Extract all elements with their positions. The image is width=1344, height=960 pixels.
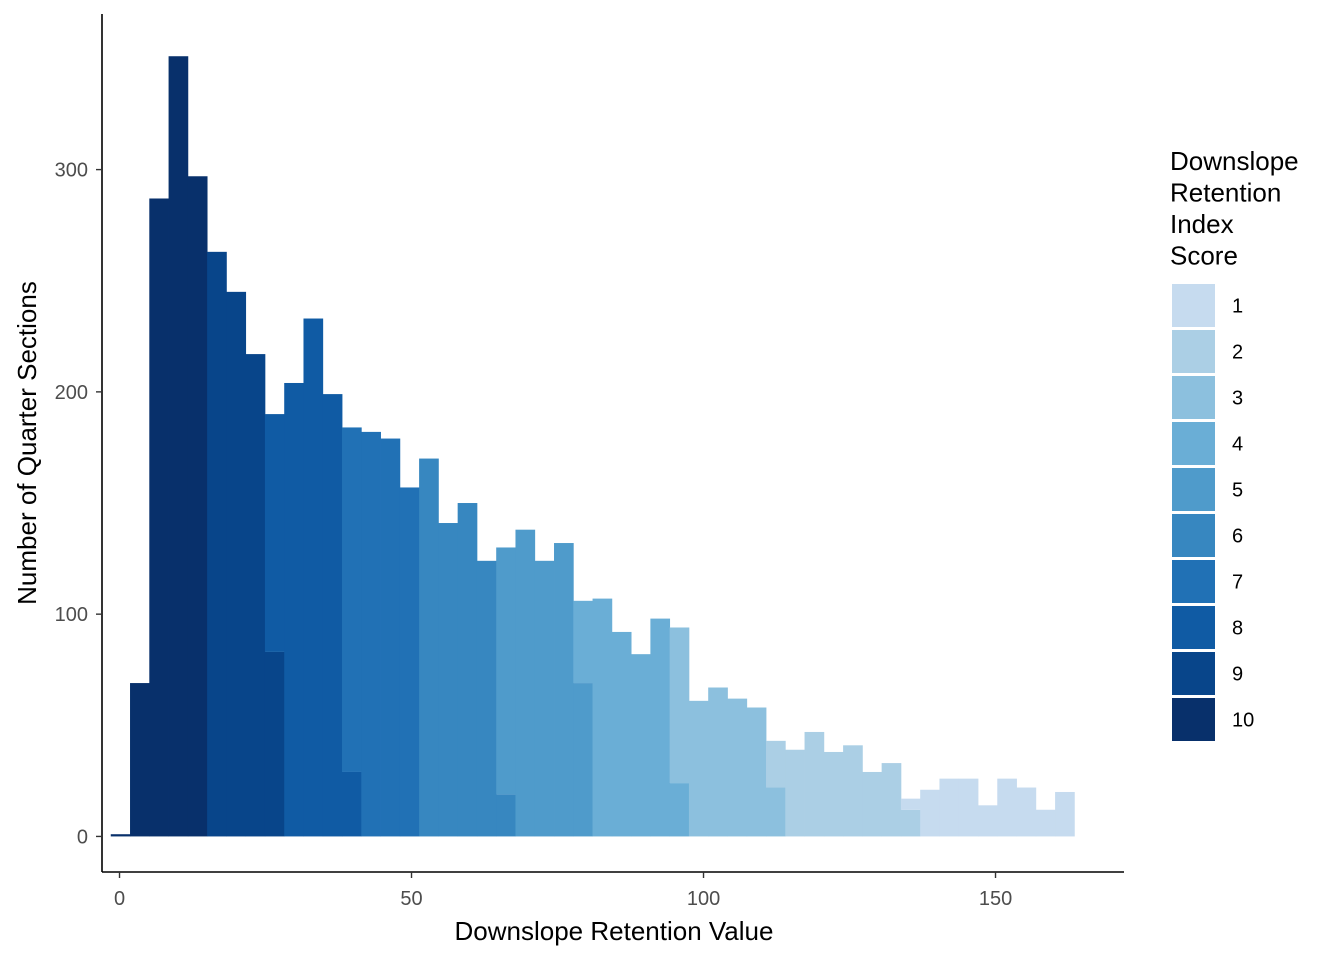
legend-key-7: [1172, 560, 1215, 603]
histogram-bar-37-score-2: [823, 751, 844, 837]
histogram-bar-6-score-9: [226, 291, 247, 837]
histogram-bar-39-score-2: [862, 771, 883, 837]
legend-key-8: [1172, 606, 1215, 649]
legend-key-6: [1172, 514, 1215, 557]
histogram-bar-9-score-8: [284, 382, 304, 837]
histogram-bar-34-score-3: [766, 787, 786, 837]
histogram-bars: [110, 56, 1075, 837]
histogram-bar-1-score-10: [130, 683, 150, 837]
histogram-bar-31-score-3: [708, 687, 728, 837]
legend-key-2: [1172, 330, 1215, 373]
x-tick-label: 0: [114, 888, 125, 910]
histogram-bar-3-score-10: [168, 56, 189, 837]
legend-title-line: Downslope: [1170, 146, 1299, 176]
histogram-bar-24-score-5: [573, 683, 593, 837]
histogram-bar-2-score-10: [149, 198, 169, 837]
histogram-bar-29-score-3: [669, 627, 690, 784]
x-tick-label: 150: [979, 888, 1012, 910]
legend-key-10: [1172, 698, 1215, 741]
y-axis-ticks: 0 100 200 300: [55, 160, 102, 848]
histogram-bar-43-score-1: [939, 778, 960, 837]
histogram-bar-33-score-3: [746, 707, 767, 837]
legend-key-1: [1172, 284, 1215, 327]
histogram-bar-29-score-4: [669, 783, 690, 837]
y-tick-label: 200: [55, 382, 88, 404]
histogram-bar-32-score-3: [727, 698, 748, 837]
histogram-bar-30-score-3: [688, 700, 709, 837]
histogram-bar-46-score-1: [997, 778, 1017, 837]
legend-label-6: 6: [1232, 526, 1243, 548]
histogram-bar-20-score-6: [496, 794, 516, 837]
legend-keys: 1 2 3 4 5 6 7 8 9 10: [1172, 284, 1254, 741]
histogram-bar-4-score-10: [187, 176, 208, 837]
histogram-bar-34-score-2: [766, 740, 786, 788]
legend-label-2: 2: [1232, 342, 1243, 364]
histogram-bar-26-score-4: [611, 631, 632, 837]
legend-label-10: 10: [1232, 710, 1254, 732]
legend-title-line: Score: [1170, 241, 1238, 271]
y-tick-label: 300: [55, 160, 88, 182]
histogram-bar-44-score-1: [958, 778, 979, 837]
legend-key-4: [1172, 422, 1215, 465]
histogram-bar-0-score-10: [110, 834, 131, 837]
x-axis-title: Downslope Retention Value: [455, 916, 774, 946]
legend-label-4: 4: [1232, 434, 1243, 456]
histogram-bar-40-score-2: [881, 763, 902, 837]
histogram-bar-17-score-6: [438, 523, 459, 837]
legend-label-1: 1: [1232, 296, 1243, 318]
histogram-bar-19-score-6: [476, 560, 497, 837]
legend-label-7: 7: [1232, 572, 1243, 594]
histogram-bar-38-score-2: [843, 745, 863, 837]
histogram-bar-10-score-8: [303, 318, 324, 837]
histogram-bar-5-score-9: [207, 251, 227, 837]
legend-label-8: 8: [1232, 618, 1243, 640]
legend-key-9: [1172, 652, 1215, 695]
histogram-bar-41-score-1: [900, 798, 921, 810]
histogram-bar-25-score-4: [592, 598, 613, 837]
histogram-bar-21-score-5: [515, 529, 536, 837]
histogram-bar-28-score-4: [650, 618, 671, 837]
histogram-bar-36-score-2: [804, 731, 825, 837]
legend-title-line: Index: [1170, 209, 1234, 239]
histogram-bar-13-score-7: [361, 431, 381, 837]
legend-key-3: [1172, 376, 1215, 419]
y-axis-title: Number of Quarter Sections: [12, 281, 42, 605]
histogram-bar-8-score-8: [264, 414, 285, 652]
histogram-bar-14-score-7: [380, 438, 401, 837]
histogram-bar-22-score-5: [534, 560, 555, 837]
legend-label-9: 9: [1232, 664, 1243, 686]
legend-label-3: 3: [1232, 388, 1243, 410]
histogram-bar-27-score-4: [631, 654, 651, 837]
x-tick-label: 100: [687, 888, 720, 910]
y-tick-label: 0: [77, 826, 88, 848]
histogram-bar-12-score-8: [342, 771, 362, 837]
histogram-bar-24-score-4: [573, 600, 593, 684]
legend-label-5: 5: [1232, 480, 1243, 502]
x-tick-label: 50: [400, 888, 422, 910]
histogram-bar-15-score-7: [399, 487, 420, 837]
histogram-bar-35-score-2: [785, 749, 805, 837]
histogram-bar-49-score-1: [1055, 791, 1075, 837]
histogram-bar-45-score-1: [978, 805, 998, 837]
legend-key-5: [1172, 468, 1215, 511]
histogram-bar-12-score-7: [342, 427, 362, 772]
histogram-bar-41-score-2: [900, 809, 921, 837]
histogram-bar-7-score-9: [245, 354, 266, 837]
histogram-bar-48-score-1: [1035, 809, 1056, 837]
histogram-bar-47-score-1: [1016, 787, 1037, 837]
histogram-bar-20-score-5: [496, 547, 516, 795]
y-tick-label: 100: [55, 604, 88, 626]
histogram-bar-42-score-1: [920, 789, 940, 837]
histogram-bar-16-score-6: [419, 458, 439, 837]
axes: [101, 14, 1124, 873]
histogram-bar-23-score-5: [554, 543, 574, 837]
x-axis-ticks: 0 50 100 150: [114, 872, 1012, 910]
legend-title-line: Retention: [1170, 178, 1281, 208]
histogram-bar-11-score-8: [322, 394, 343, 837]
histogram-bar-18-score-6: [457, 503, 478, 837]
histogram-bar-8-score-9: [264, 651, 285, 837]
